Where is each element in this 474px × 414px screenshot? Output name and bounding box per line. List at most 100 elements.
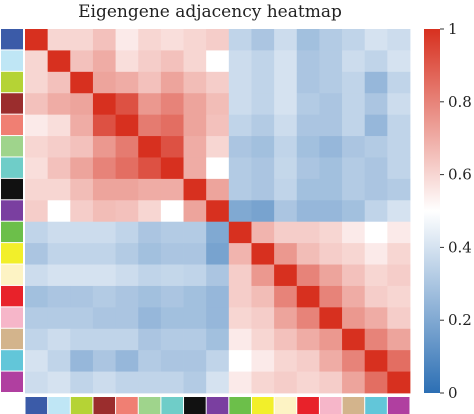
heatmap-cell-r3-c12	[296, 93, 320, 116]
column-swatch-0	[25, 397, 48, 414]
heatmap-cell-r5-c7	[183, 136, 207, 158]
heatmap-cell-r10-c7	[183, 243, 207, 265]
row-swatch-14	[1, 328, 23, 350]
heatmap-cell-r12-c5	[138, 285, 162, 308]
heatmap-cell-r14-c16	[387, 328, 411, 351]
heatmap-cell-r8-c0	[25, 200, 49, 223]
heatmap-cell-r2-c8	[206, 71, 230, 94]
heatmap-cell-r10-c14	[342, 243, 366, 265]
heatmap-cell-r1-c14	[342, 50, 366, 73]
heatmap-cell-r11-c9	[228, 264, 252, 287]
heatmap-cell-r9-c1	[47, 221, 71, 244]
heatmap-cell-r13-c5	[138, 307, 162, 330]
row-swatch-11	[1, 264, 23, 285]
column-swatch-6	[161, 397, 184, 414]
heatmap-cell-r6-c16	[387, 157, 411, 180]
heatmap-cell-r14-c15	[364, 328, 388, 351]
row-swatch-10	[1, 243, 23, 264]
heatmap-cell-r4-c9	[228, 114, 252, 137]
heatmap-cell-r2-c2	[70, 71, 94, 94]
heatmap-cell-r16-c3	[92, 371, 116, 394]
heatmap-cell-r11-c12	[296, 264, 320, 287]
heatmap-cell-r4-c2	[70, 114, 94, 137]
heatmap-cell-r12-c14	[342, 285, 366, 308]
heatmap-cell-r13-c7	[183, 307, 207, 330]
heatmap-cell-r6-c7	[183, 157, 207, 180]
heatmap-cell-r9-c7	[183, 221, 207, 244]
heatmap-cell-r12-c1	[47, 285, 71, 308]
heatmap-cell-r5-c2	[70, 136, 94, 158]
heatmap-cell-r3-c7	[183, 93, 207, 116]
heatmap-cell-r12-c8	[206, 285, 230, 308]
heatmap-cell-r0-c13	[319, 29, 343, 51]
heatmap-cell-r9-c6	[160, 221, 184, 244]
heatmap-cell-r3-c13	[319, 93, 343, 116]
heatmap-cell-r2-c14	[342, 71, 366, 94]
column-swatch-1	[48, 397, 70, 414]
heatmap-cell-r7-c6	[160, 178, 184, 201]
heatmap-cell-r13-c6	[160, 307, 184, 330]
heatmap-cell-r10-c3	[92, 243, 116, 265]
heatmap-cell-r12-c6	[160, 285, 184, 308]
colorbar-tick-label-2: 0.4	[448, 238, 472, 256]
heatmap-cell-r2-c6	[160, 71, 184, 94]
heatmap-cell-r15-c15	[364, 350, 388, 372]
heatmap-cell-r10-c4	[115, 243, 139, 265]
heatmap-cell-r1-c9	[228, 50, 252, 73]
heatmap-cell-r1-c15	[364, 50, 388, 73]
heatmap-cell-r14-c1	[47, 328, 71, 351]
heatmap-cell-r9-c8	[206, 221, 230, 244]
chart-title: Eigengene adjacency heatmap	[78, 2, 342, 22]
heatmap-cell-r16-c14	[342, 371, 366, 394]
heatmap-cell-r10-c1	[47, 243, 71, 265]
heatmap-cell-r8-c11	[274, 200, 298, 223]
heatmap-cell-r4-c12	[296, 114, 320, 137]
heatmap-cell-r11-c5	[138, 264, 162, 287]
heatmap-cell-r11-c1	[47, 264, 71, 287]
colorbar-tick-label-5: 1	[448, 20, 458, 38]
heatmap-cell-r1-c2	[70, 50, 94, 73]
column-swatch-3	[93, 397, 116, 414]
heatmap-cell-r0-c4	[115, 29, 139, 51]
heatmap-cell-r14-c0	[25, 328, 49, 351]
heatmap-cell-r7-c4	[115, 178, 139, 201]
heatmap-cell-r6-c8	[206, 157, 230, 180]
heatmap-cell-r4-c3	[92, 114, 116, 137]
heatmap-cell-r13-c8	[206, 307, 230, 330]
heatmap-cell-r2-c4	[115, 71, 139, 94]
heatmap-cell-r2-c15	[364, 71, 388, 94]
heatmap-cell-r4-c13	[319, 114, 343, 137]
row-swatch-7	[1, 178, 23, 200]
heatmap-cell-r7-c15	[364, 178, 388, 201]
heatmap-cell-r10-c5	[138, 243, 162, 265]
heatmap-cell-r7-c9	[228, 178, 252, 201]
heatmap-cell-r8-c10	[251, 200, 275, 223]
heatmap-cell-r6-c1	[47, 157, 71, 180]
heatmap-cell-r16-c15	[364, 371, 388, 394]
column-swatch-12	[297, 397, 319, 414]
heatmap-cell-r0-c7	[183, 29, 207, 51]
heatmap-cell-r5-c10	[251, 136, 275, 158]
heatmap-cell-r11-c16	[387, 264, 411, 287]
heatmap-cell-r13-c9	[228, 307, 252, 330]
heatmap-cell-r15-c9	[228, 350, 252, 372]
heatmap-cell-r3-c3	[92, 93, 116, 116]
row-swatch-13	[1, 307, 23, 328]
heatmap-cell-r6-c2	[70, 157, 94, 180]
heatmap-cell-r13-c16	[387, 307, 411, 330]
heatmap-cell-r8-c13	[319, 200, 343, 223]
heatmap-cell-r12-c16	[387, 285, 411, 308]
heatmap-cell-r1-c10	[251, 50, 275, 73]
heatmap-cell-r5-c16	[387, 136, 411, 158]
heatmap-cell-r4-c0	[25, 114, 49, 137]
heatmap-cell-r8-c3	[92, 200, 116, 223]
heatmap-cell-r8-c9	[228, 200, 252, 223]
heatmap-cell-r14-c5	[138, 328, 162, 351]
heatmap-cell-r15-c5	[138, 350, 162, 372]
heatmap-cell-r15-c13	[319, 350, 343, 372]
heatmap-cell-r14-c9	[228, 328, 252, 351]
column-module-swatches	[25, 397, 410, 414]
heatmap-cell-r16-c9	[228, 371, 252, 394]
heatmap-cell-r14-c4	[115, 328, 139, 351]
heatmap-cell-r13-c3	[92, 307, 116, 330]
